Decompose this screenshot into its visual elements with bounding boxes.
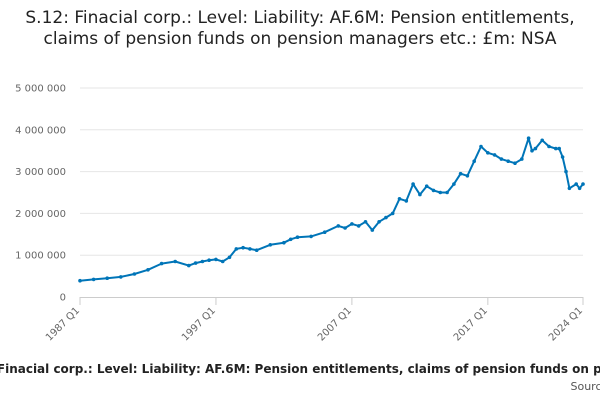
data-point[interactable] (248, 247, 252, 251)
data-point[interactable] (526, 136, 531, 140)
data-point[interactable] (91, 277, 96, 282)
data-point[interactable] (234, 247, 239, 251)
data-point[interactable] (390, 211, 395, 216)
data-point[interactable] (577, 186, 582, 191)
data-point[interactable] (492, 153, 497, 157)
data-point[interactable] (581, 182, 585, 186)
data-point[interactable] (200, 259, 205, 264)
data-point[interactable] (207, 258, 211, 263)
data-point[interactable] (452, 182, 456, 186)
data-point[interactable] (554, 146, 558, 151)
data-point[interactable] (567, 186, 572, 191)
source-label: Source: (570, 380, 600, 393)
data-point[interactable] (384, 215, 388, 220)
y-tick-label: 3 000 000 (15, 167, 66, 178)
data-point[interactable] (445, 190, 449, 195)
data-point[interactable] (146, 268, 150, 272)
data-point[interactable] (499, 157, 504, 161)
data-point[interactable] (486, 151, 490, 155)
data-point[interactable] (227, 255, 232, 260)
data-point[interactable] (530, 148, 534, 153)
data-point[interactable] (418, 192, 422, 197)
data-point[interactable] (119, 275, 123, 279)
data-point[interactable] (404, 199, 409, 203)
data-point[interactable] (560, 155, 565, 159)
data-point[interactable] (295, 235, 300, 239)
data-point[interactable] (472, 159, 477, 163)
data-point[interactable] (343, 226, 347, 230)
data-point[interactable] (356, 224, 361, 228)
data-point[interactable] (431, 188, 436, 193)
data-point[interactable] (105, 276, 109, 281)
footer-source: Source: (0, 380, 600, 393)
data-point[interactable] (241, 245, 245, 250)
data-point[interactable] (370, 228, 375, 232)
data-point[interactable] (282, 240, 286, 245)
data-point[interactable] (193, 261, 198, 265)
data-point[interactable] (520, 157, 524, 161)
footer-series-label: S.12: Finacial corp.: Level: Liability: … (0, 362, 600, 376)
data-point[interactable] (254, 248, 259, 252)
chart-title: S.12: Finacial corp.: Level: Liability: … (25, 8, 575, 49)
x-tick-label: 2007 Q1 (316, 305, 354, 343)
data-point[interactable] (424, 184, 429, 188)
data-point[interactable] (322, 230, 327, 234)
data-point[interactable] (540, 138, 544, 143)
data-point[interactable] (350, 222, 354, 226)
data-point[interactable] (438, 190, 443, 195)
data-point[interactable] (377, 220, 381, 224)
data-point[interactable] (533, 146, 538, 151)
data-point[interactable] (574, 182, 578, 186)
y-tick-label: 4 000 000 (15, 125, 66, 136)
data-point[interactable] (465, 174, 470, 178)
x-tick-label: 1987 Q1 (44, 305, 82, 343)
y-tick-label: 0 (60, 293, 66, 304)
data-point[interactable] (268, 243, 273, 247)
data-point[interactable] (458, 171, 463, 176)
y-tick-label: 2 000 000 (15, 209, 66, 220)
footer-series-text: S.12: Finacial corp.: Level: Liability: … (0, 362, 600, 376)
data-point[interactable] (220, 259, 225, 264)
data-point[interactable] (214, 257, 218, 262)
data-point[interactable] (479, 144, 483, 149)
data-point[interactable] (397, 197, 402, 201)
data-point[interactable] (173, 259, 177, 264)
data-point[interactable] (513, 161, 517, 165)
data-point[interactable] (78, 278, 82, 283)
data-point[interactable] (288, 237, 293, 242)
y-tick-label: 1 000 000 (15, 251, 66, 262)
data-point[interactable] (132, 272, 137, 276)
x-tick-label: 2024 Q1 (547, 305, 585, 343)
data-point[interactable] (159, 261, 164, 266)
data-point[interactable] (187, 263, 191, 268)
data-point[interactable] (363, 220, 368, 224)
data-point[interactable] (557, 146, 561, 151)
y-tick-label: 5 000 000 (15, 84, 66, 95)
data-point[interactable] (411, 182, 415, 186)
x-tick-label: 2017 Q1 (452, 305, 490, 343)
data-point[interactable] (336, 224, 341, 228)
data-point[interactable] (309, 234, 313, 239)
data-point[interactable] (506, 159, 511, 163)
x-tick-label: 1997 Q1 (180, 305, 218, 343)
data-point[interactable] (564, 169, 568, 174)
data-point[interactable] (547, 144, 551, 149)
